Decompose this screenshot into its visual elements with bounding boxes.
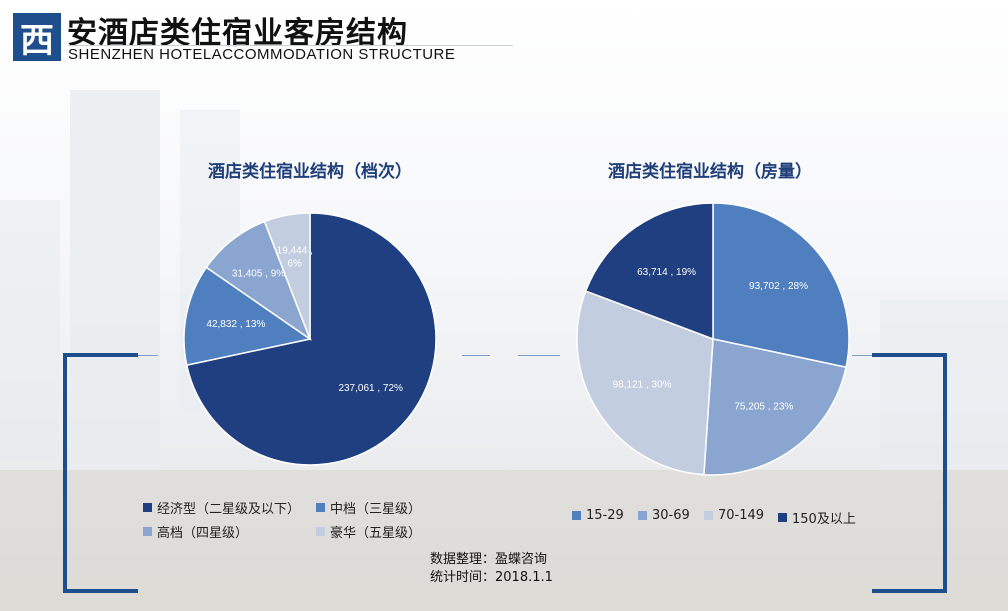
frame-right-top: [872, 353, 947, 357]
frame-right-bottom: [872, 589, 947, 593]
frame-left-vertical: [63, 353, 67, 593]
pie-slice: [205, 220, 312, 342]
legend-grade: 经济型（二星级及以下） 中档（三星级） 高档（四星级） 豪华（五星级）: [143, 498, 443, 543]
pie-slice: [185, 212, 437, 466]
pie-chart-grade: 237,061 , 72% 42,832 , 13% 31,405 , 9%19,4…: [183, 212, 437, 466]
slice-data-label: 98,121 , 30%: [613, 380, 672, 391]
legend-item: 70-149: [704, 508, 764, 523]
frame-left-top: [63, 353, 138, 357]
frame-right-thin: [852, 355, 872, 356]
frame-center-right: [518, 355, 560, 356]
chart-title-rooms: 酒店类住宿业结构（房量）: [608, 162, 812, 182]
legend-swatch: [143, 527, 152, 536]
legend-item: 中档（三星级）: [316, 498, 421, 517]
slice-data-label: 75,205 , 23%: [734, 401, 793, 412]
pie-slice: [576, 290, 714, 476]
frame-left-bottom: [63, 589, 138, 593]
page-header: 西 安酒店类住宿业客房结构 SHENZHEN HOTELACCOMMODATIO…: [0, 0, 1008, 70]
legend-label: 15-29: [586, 508, 624, 523]
pie-slice: [263, 212, 311, 340]
legend-item: 高档（四星级）: [143, 522, 248, 541]
legend-label: 30-69: [652, 508, 690, 523]
logo-badge: 西: [13, 13, 61, 61]
legend-swatch: [316, 527, 325, 536]
legend-item: 30-69: [638, 508, 690, 523]
slice-data-label: 237,061 , 72%: [338, 383, 403, 394]
legend-label: 豪华（五星级）: [330, 526, 422, 541]
frame-left-thin: [138, 355, 158, 356]
frame-right-vertical: [943, 353, 947, 593]
pie-chart-rooms: 93,702 , 28% 75,205 , 23% 98,121 , 30% 63,7…: [576, 202, 850, 476]
slice-data-label: 63,714 , 19%: [637, 267, 696, 278]
slice-data-label: 31,405 , 9%: [232, 269, 285, 280]
legend-swatch: [143, 503, 152, 512]
legend-item: 150及以上: [778, 508, 856, 527]
legend-swatch: [704, 511, 713, 520]
legend-swatch: [638, 511, 647, 520]
legend-label: 高档（四星级）: [157, 526, 249, 541]
frame-center-left: [462, 355, 490, 356]
pie-slice: [183, 266, 312, 367]
legend-label: 中档（三星级）: [330, 502, 422, 517]
chart-title-grade: 酒店类住宿业结构（档次）: [208, 162, 412, 182]
slice-data-label: 42,832 , 13%: [206, 319, 265, 330]
legend-swatch: [316, 503, 325, 512]
legend-label: 150及以上: [792, 512, 856, 527]
legend-label: 70-149: [718, 508, 765, 523]
pie-slice: [703, 338, 847, 476]
slice-data-label: 19,444 , 6%: [277, 245, 313, 269]
source-line: 数据整理：盈蝶咨询: [430, 552, 548, 567]
legend-item: 15-29: [572, 508, 624, 523]
title-divider: [68, 45, 513, 46]
slice-data-label: 93,702 , 28%: [749, 281, 808, 292]
pie-slice: [584, 202, 714, 341]
legend-rooms: 15-29 30-69 70-149 150及以上: [572, 508, 872, 528]
pie-slice: [712, 202, 850, 369]
legend-swatch: [778, 513, 787, 522]
legend-swatch: [572, 511, 581, 520]
page-subtitle: SHENZHEN HOTELACCOMMODATION STRUCTURE: [68, 46, 456, 63]
legend-item: 经济型（二星级及以下）: [143, 498, 300, 517]
source-date: 统计时间：2018.1.1: [430, 570, 553, 585]
legend-label: 经济型（二星级及以下）: [157, 502, 301, 517]
legend-item: 豪华（五星级）: [316, 522, 421, 541]
data-source-note: 数据整理：盈蝶咨询 统计时间：2018.1.1: [430, 551, 553, 587]
